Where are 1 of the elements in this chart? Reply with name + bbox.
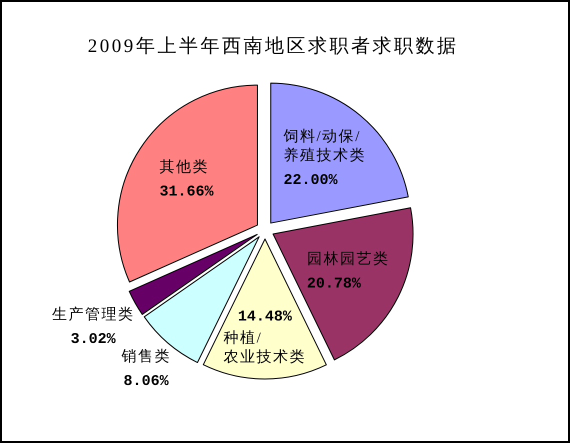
title: 2009年上半年西南地区求职者求职数据	[88, 36, 458, 57]
